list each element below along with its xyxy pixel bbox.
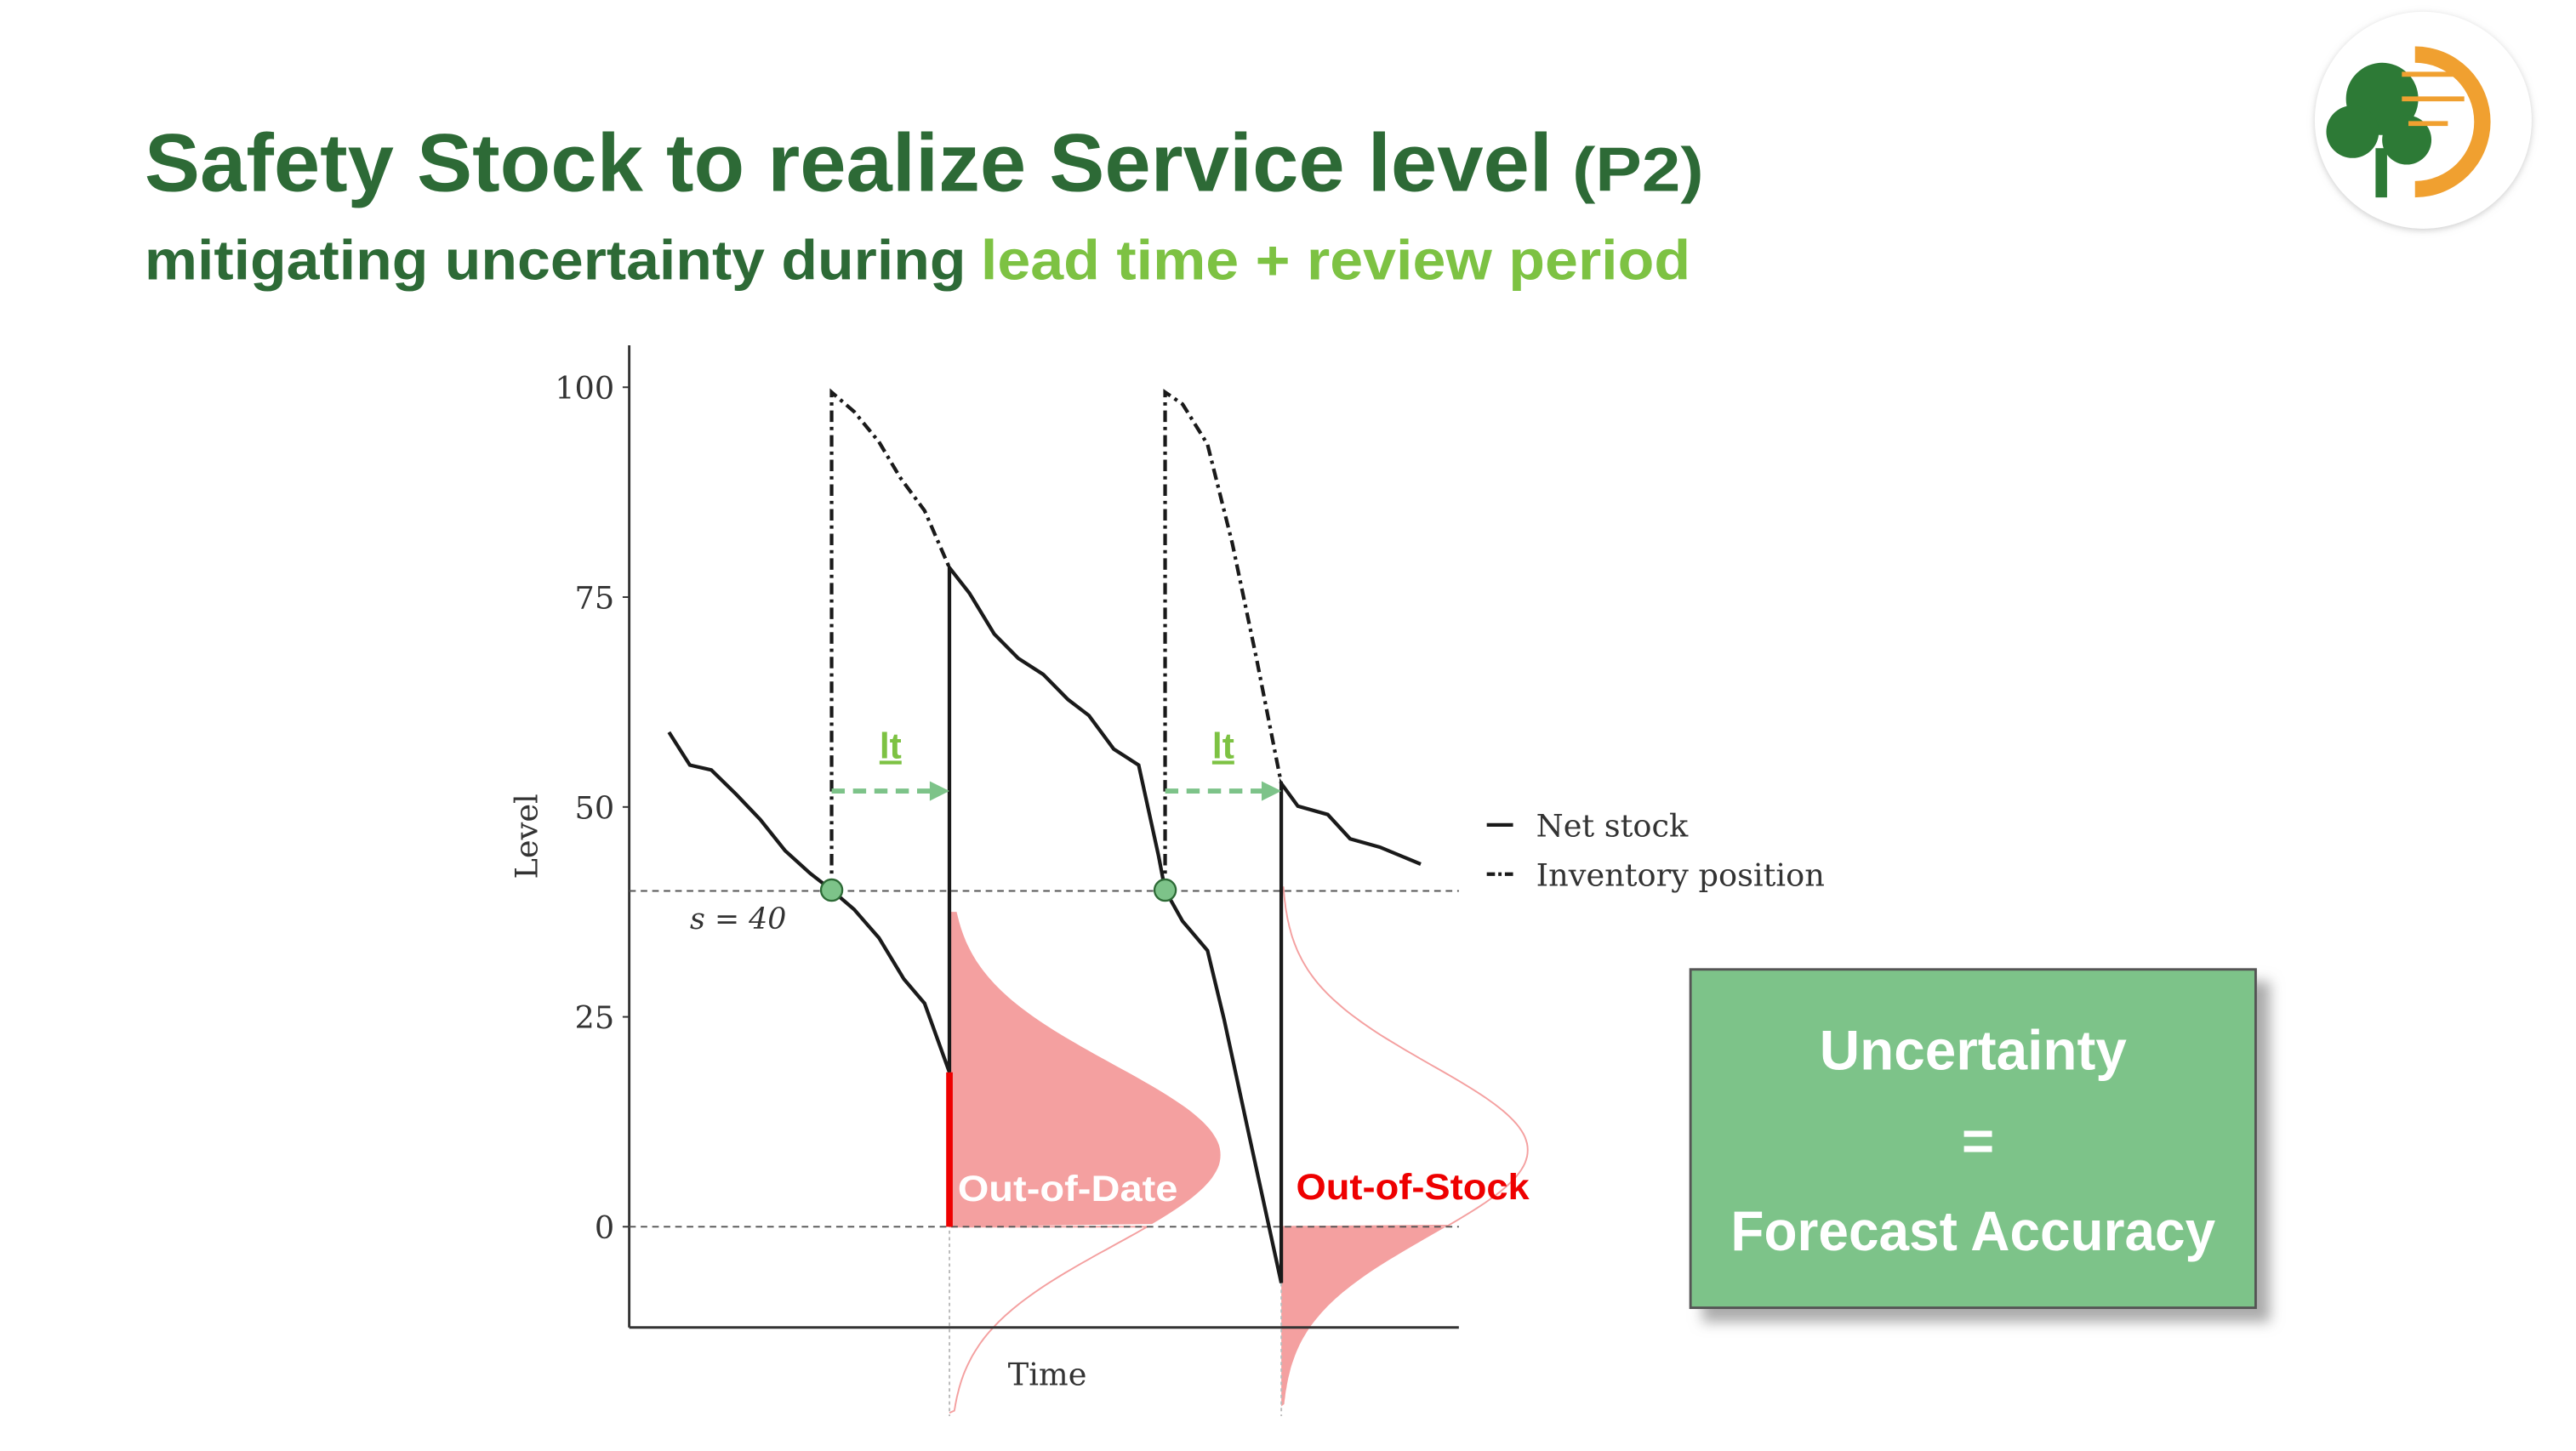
callout-line: =	[1962, 1110, 1994, 1172]
distribution-fill	[1281, 1226, 1446, 1407]
lead-time-label: lt	[1212, 726, 1234, 766]
callout-line: Forecast Accuracy	[1730, 1200, 2215, 1262]
logo-trunk	[2375, 148, 2387, 198]
series-line	[829, 388, 1284, 891]
reorder-point	[819, 878, 844, 902]
subtitle-highlight: lead time + review period	[981, 230, 1690, 292]
legend-label: Inventory position	[1536, 856, 1825, 893]
y-tick-label: 75	[575, 580, 615, 617]
y-tick-label: 25	[575, 999, 615, 1036]
logo-tree	[2382, 115, 2432, 165]
reorder-point	[1153, 878, 1177, 902]
logo-tree	[2326, 105, 2379, 158]
distribution-outline	[1281, 886, 1529, 1228]
distribution-fill	[949, 912, 1221, 1227]
subtitle: mitigating uncertainty during	[145, 230, 966, 292]
title-suffix: (P2)	[1572, 134, 1703, 204]
y-tick-label: 0	[595, 1209, 614, 1246]
logo	[2314, 11, 2532, 229]
title: Safety Stock to realize Service level	[145, 117, 1553, 208]
chart: 0 25 50 75 100 Level Time s = 40 lt lt Out-of-Date…	[508, 344, 1825, 1417]
annotation: Out-of-Stock	[1297, 1168, 1530, 1208]
y-tick-label: 100	[555, 370, 614, 407]
arrow-head	[1261, 781, 1282, 801]
distribution-outline	[949, 1226, 1151, 1414]
arrow-head	[929, 781, 950, 801]
annotation: Out-of-Date	[958, 1169, 1178, 1209]
callout-box	[1689, 968, 2257, 1310]
series-line	[667, 562, 1422, 1283]
y-axis-label: Level	[508, 794, 544, 879]
logo-arc	[2414, 46, 2491, 198]
x-axis-label: Time	[1008, 1356, 1087, 1392]
lead-time-label: lt	[880, 726, 902, 766]
reorder-label: s = 40	[690, 902, 786, 936]
logo-circuit	[2402, 71, 2465, 127]
legend-label: Net stock	[1536, 807, 1689, 844]
callout-line: Uncertainty	[1820, 1020, 2128, 1082]
y-tick-label: 50	[575, 789, 615, 826]
